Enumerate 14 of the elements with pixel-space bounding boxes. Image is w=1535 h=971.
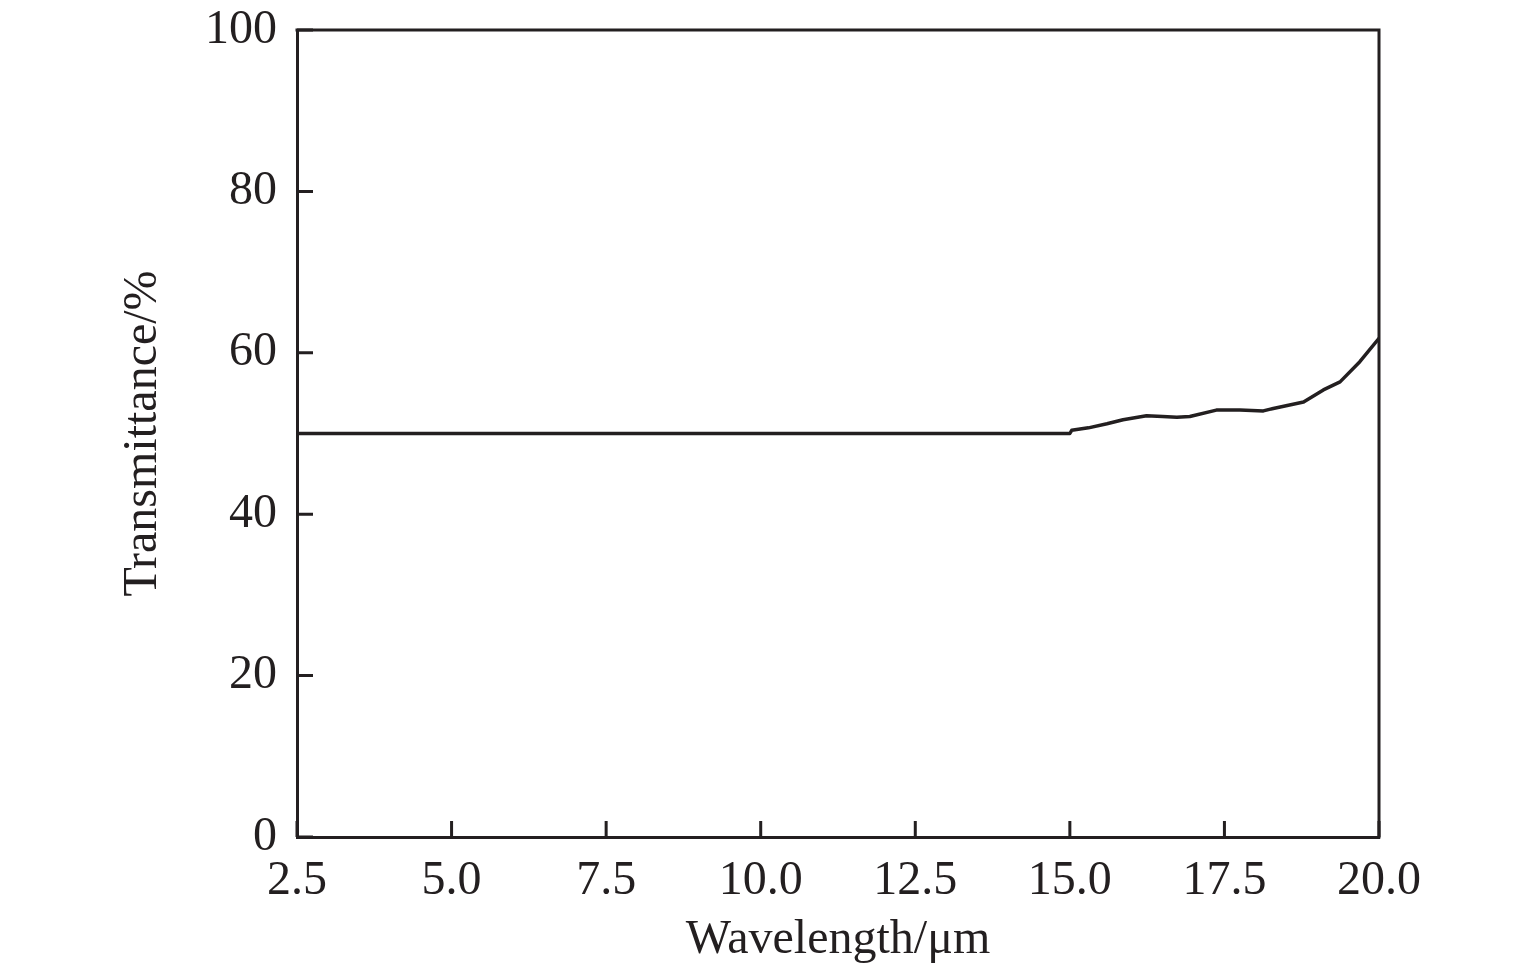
x-tick-label: 5.0 bbox=[421, 851, 482, 905]
y-tick-label: 80 bbox=[229, 161, 277, 215]
x-tick-label: 7.5 bbox=[576, 851, 637, 905]
x-axis-title: Wavelength/μm bbox=[685, 909, 991, 963]
y-tick-label: 60 bbox=[229, 322, 277, 376]
y-axis-title: Transmittance/% bbox=[113, 270, 167, 597]
x-tick-label: 17.5 bbox=[1182, 851, 1267, 905]
y-tick-label: 20 bbox=[229, 645, 277, 699]
x-tick-label: 12.5 bbox=[873, 851, 958, 905]
y-tick-label: 40 bbox=[229, 483, 277, 537]
x-tick-label: 10.0 bbox=[718, 851, 803, 905]
y-tick-label: 100 bbox=[205, 0, 277, 53]
x-tick-label: 15.0 bbox=[1027, 851, 1112, 905]
x-tick-label: 20.0 bbox=[1337, 851, 1421, 905]
